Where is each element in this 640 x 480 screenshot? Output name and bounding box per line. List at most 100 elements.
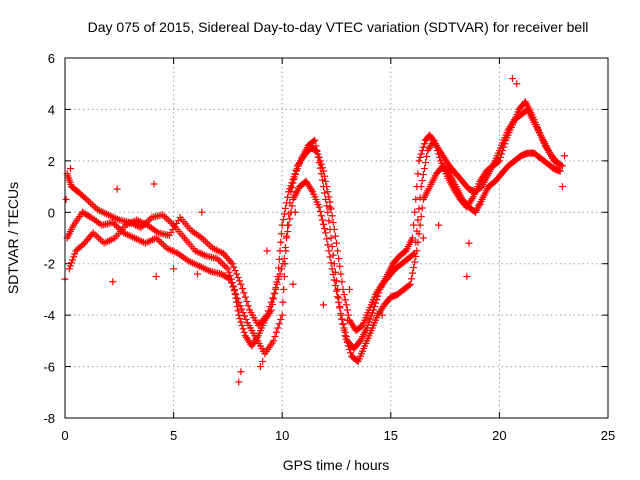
data-point xyxy=(205,241,213,249)
data-point xyxy=(213,255,221,263)
data-point xyxy=(308,186,316,194)
data-point xyxy=(158,239,166,247)
data-point xyxy=(66,165,74,173)
data-point xyxy=(328,212,336,220)
data-point xyxy=(417,213,425,221)
data-point xyxy=(494,158,502,166)
data-point xyxy=(313,147,321,155)
x-tick-label: 15 xyxy=(384,428,398,443)
data-point xyxy=(406,280,414,288)
data-point xyxy=(407,275,415,283)
data-point xyxy=(417,183,425,191)
data-point xyxy=(338,278,346,286)
data-point xyxy=(325,217,333,225)
data-point xyxy=(289,280,297,288)
data-point xyxy=(334,293,342,301)
data-point xyxy=(91,231,99,239)
x-tick-label: 10 xyxy=(275,428,289,443)
y-axis-label: SDTVAR / TECUs xyxy=(5,182,21,294)
data-point xyxy=(233,294,241,302)
data-point xyxy=(154,236,162,244)
data-point xyxy=(317,160,325,168)
data-point xyxy=(267,298,275,306)
data-point xyxy=(280,285,288,293)
data-point xyxy=(367,312,375,320)
data-point xyxy=(333,287,340,295)
data-point xyxy=(232,291,240,299)
data-point xyxy=(284,228,292,236)
x-tick-label: 5 xyxy=(170,428,177,443)
data-point xyxy=(419,143,427,151)
data-point xyxy=(279,216,287,224)
data-point xyxy=(343,306,351,314)
data-point xyxy=(266,303,274,311)
data-point xyxy=(279,260,287,268)
data-point xyxy=(411,208,419,216)
data-point xyxy=(289,179,297,187)
data-point xyxy=(323,183,331,191)
data-point xyxy=(412,238,420,246)
data-point xyxy=(508,75,516,83)
data-point xyxy=(324,241,332,249)
data-point xyxy=(228,279,236,287)
data-point xyxy=(553,158,561,166)
data-point xyxy=(275,320,283,328)
data-point xyxy=(198,208,206,216)
data-point xyxy=(235,298,243,306)
data-point xyxy=(234,273,242,281)
data-point xyxy=(218,260,226,268)
data-point xyxy=(346,345,354,353)
data-point xyxy=(235,311,243,319)
data-point xyxy=(318,164,326,172)
data-point xyxy=(330,260,338,268)
chart-title: Day 075 of 2015, Sidereal Day-to-day VTE… xyxy=(88,19,589,35)
data-point xyxy=(435,150,443,158)
data-point xyxy=(225,274,233,282)
data-point xyxy=(413,227,421,235)
data-point xyxy=(432,143,440,151)
data-point xyxy=(259,357,267,365)
data-point xyxy=(277,265,285,273)
data-point xyxy=(279,298,287,306)
data-point xyxy=(343,339,351,347)
data-point xyxy=(327,205,335,213)
data-point xyxy=(331,232,339,240)
data-point xyxy=(326,203,334,211)
data-point xyxy=(325,193,333,201)
data-point xyxy=(226,275,234,283)
data-point xyxy=(242,315,250,323)
data-point xyxy=(234,307,242,315)
data-point xyxy=(430,136,438,144)
data-point xyxy=(500,143,508,151)
data-point xyxy=(423,153,431,161)
data-point xyxy=(319,301,327,309)
data-point xyxy=(315,153,323,161)
data-point xyxy=(283,232,291,240)
data-point xyxy=(409,234,417,242)
data-point xyxy=(239,309,247,317)
data-point xyxy=(236,315,244,323)
data-point xyxy=(436,153,444,161)
data-point xyxy=(275,275,283,283)
data-point xyxy=(164,216,172,224)
data-point xyxy=(286,199,294,207)
data-point xyxy=(422,159,430,167)
data-point xyxy=(231,290,239,298)
data-point xyxy=(330,276,338,284)
data-point xyxy=(435,221,443,229)
data-point xyxy=(334,247,342,255)
data-point xyxy=(321,172,329,180)
data-point xyxy=(410,250,418,258)
data-point xyxy=(414,170,422,178)
data-point xyxy=(418,204,426,212)
data-point xyxy=(277,230,285,238)
data-point xyxy=(238,285,246,293)
data-point xyxy=(327,234,335,242)
data-point xyxy=(323,202,331,210)
data-point xyxy=(319,220,327,228)
data-point xyxy=(238,321,246,329)
data-point xyxy=(109,278,117,286)
data-point xyxy=(414,216,422,224)
data-point xyxy=(339,285,347,293)
